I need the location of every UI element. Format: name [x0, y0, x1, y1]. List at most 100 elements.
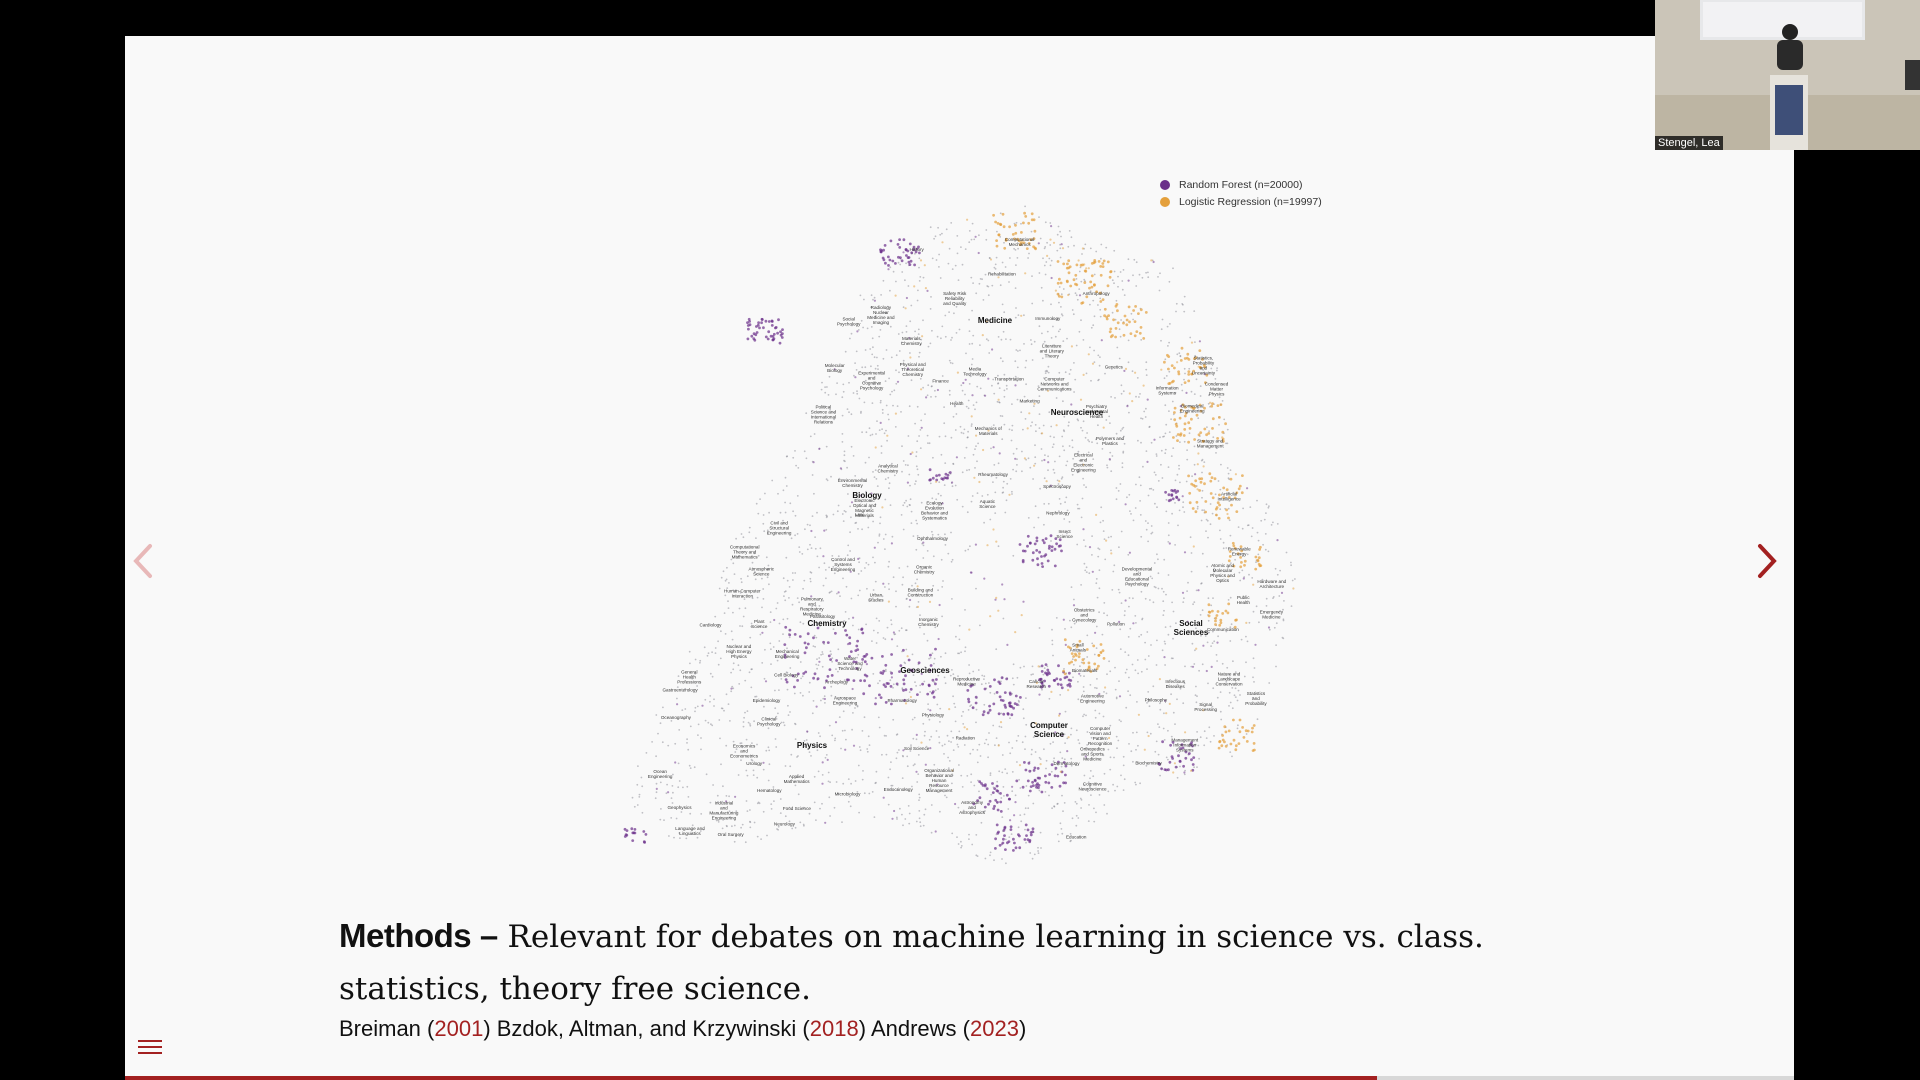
map-point: [745, 591, 747, 594]
map-point: [814, 547, 817, 550]
map-point: [1083, 278, 1086, 281]
map-point: [962, 432, 965, 435]
random-forest-point: [642, 840, 646, 844]
map-point: [882, 637, 885, 639]
previous-slide-button[interactable]: [130, 536, 160, 586]
map-point: [746, 575, 749, 578]
map-point: [1175, 622, 1177, 625]
map-point: [1197, 631, 1200, 633]
map-point: [915, 685, 917, 687]
map-point: [1115, 697, 1118, 700]
logistic-regression-point: [1085, 648, 1089, 651]
map-point: [1159, 774, 1161, 777]
map-point: [1207, 402, 1210, 405]
logistic-regression-point: [1239, 545, 1243, 549]
map-point: [968, 230, 971, 232]
map-point: [810, 571, 813, 574]
logistic-regression-point: [1218, 493, 1221, 497]
map-point: [1052, 468, 1055, 471]
map-point: [1095, 578, 1098, 580]
ref-andrews-close: ): [1018, 1016, 1027, 1041]
map-point: [737, 774, 740, 776]
map-point: [954, 706, 957, 708]
random-forest-point: [839, 467, 843, 470]
map-point: [1274, 567, 1277, 570]
random-forest-point: [915, 733, 918, 737]
map-point: [1014, 287, 1017, 289]
map-point: [1049, 222, 1052, 224]
map-point: [1098, 611, 1100, 614]
map-minor-label: Pattern: [1093, 736, 1108, 741]
map-point: [1115, 487, 1118, 489]
map-point: [1066, 460, 1069, 463]
logistic-regression-point: [1163, 360, 1166, 364]
ref-andrews-year-link[interactable]: 2023: [969, 1016, 1019, 1041]
map-point: [655, 714, 658, 716]
map-point: [1200, 519, 1203, 522]
map-point: [945, 796, 948, 799]
map-point: [788, 636, 791, 639]
map-point: [791, 603, 794, 606]
random-forest-point: [1043, 554, 1046, 558]
map-point: [918, 810, 921, 812]
map-point: [1089, 290, 1092, 292]
map-point: [1133, 258, 1136, 261]
map-point: [791, 572, 794, 574]
ref-breiman-year-link[interactable]: 2001: [434, 1016, 484, 1041]
random-forest-point: [825, 679, 828, 683]
map-point: [884, 548, 886, 550]
hamburger-menu-icon[interactable]: [138, 1036, 162, 1058]
logistic-regression-point: [1002, 225, 1006, 229]
map-point: [1031, 857, 1034, 860]
random-forest-point: [1014, 384, 1017, 387]
map-point: [1122, 755, 1125, 758]
map-point: [766, 834, 768, 837]
map-point: [780, 678, 783, 680]
map-point: [1099, 308, 1102, 311]
logistic-regression-point: [1029, 238, 1033, 242]
map-point: [991, 384, 993, 387]
map-point: [1109, 422, 1111, 424]
map-point: [968, 241, 971, 244]
random-forest-point: [929, 664, 933, 667]
map-point: [982, 810, 985, 813]
speaker-video-thumbnail[interactable]: Stengel, Lea: [1655, 0, 1920, 150]
map-point: [842, 782, 845, 785]
map-point: [1208, 394, 1210, 397]
map-point: [970, 363, 973, 366]
map-minor-label: Science: [979, 504, 996, 509]
map-point: [770, 663, 772, 665]
map-minor-label: Reproductive: [953, 677, 981, 682]
map-point: [779, 798, 782, 800]
map-minor-label: Small: [1072, 643, 1084, 648]
map-point: [898, 749, 900, 751]
logistic-regression-point: [1198, 489, 1201, 492]
map-point: [1050, 259, 1053, 262]
ref-bzdok-year-link[interactable]: 2018: [809, 1016, 859, 1041]
map-point: [1078, 459, 1081, 462]
map-point: [1282, 608, 1284, 611]
logistic-regression-point: [909, 356, 912, 359]
next-slide-button[interactable]: [1750, 536, 1780, 586]
logistic-regression-point: [1030, 218, 1034, 222]
logistic-regression-point: [1232, 564, 1236, 568]
map-point: [733, 824, 736, 827]
map-point: [1081, 497, 1084, 500]
random-forest-point: [642, 830, 646, 833]
map-point: [1219, 538, 1222, 540]
random-forest-point: [655, 787, 658, 791]
webcam-image: [1655, 0, 1920, 150]
map-point: [824, 405, 827, 408]
random-forest-point: [928, 468, 932, 472]
map-point: [1024, 735, 1027, 738]
map-point: [907, 435, 910, 437]
random-forest-point: [988, 685, 992, 688]
map-point: [878, 679, 881, 682]
map-point: [796, 495, 799, 497]
map-point: [878, 335, 881, 338]
random-forest-point: [1037, 242, 1040, 245]
map-minor-label: Engineering: [833, 700, 858, 705]
random-forest-point: [907, 260, 911, 264]
map-point: [885, 753, 888, 756]
map-point: [768, 583, 770, 586]
